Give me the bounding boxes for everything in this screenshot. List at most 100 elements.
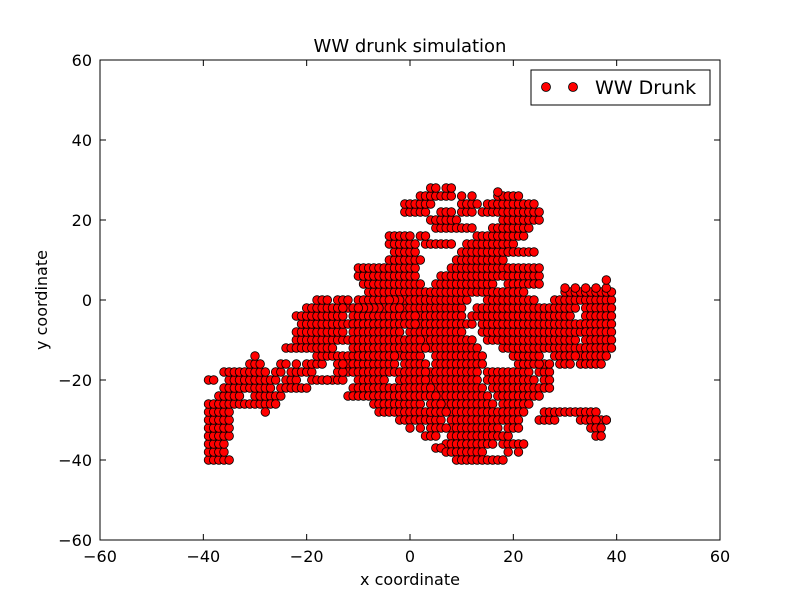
data-point — [487, 279, 498, 289]
data-point — [410, 247, 420, 257]
data-point — [446, 191, 457, 201]
data-point — [431, 183, 441, 193]
data-point — [456, 311, 467, 321]
data-point — [405, 231, 415, 241]
data-point — [291, 375, 302, 385]
data-point — [420, 207, 431, 217]
data-point — [591, 407, 601, 417]
data-point — [487, 439, 498, 449]
y-tick-label: 0 — [82, 291, 92, 310]
data-point — [420, 343, 431, 353]
data-point — [513, 423, 524, 433]
data-point — [234, 391, 245, 401]
data-point — [534, 359, 544, 369]
data-point — [224, 407, 234, 417]
chart-title: WW drunk simulation — [314, 36, 507, 57]
data-point — [431, 431, 441, 441]
data-point — [291, 359, 302, 369]
data-point — [276, 391, 286, 401]
data-point — [446, 239, 457, 249]
x-axis-title: x coordinate — [360, 570, 460, 589]
data-point — [276, 367, 286, 377]
data-point — [389, 359, 400, 369]
data-point — [570, 283, 581, 293]
data-point — [338, 367, 348, 377]
data-point — [601, 415, 612, 425]
data-point — [518, 231, 529, 241]
data-point — [549, 415, 560, 425]
data-point — [456, 303, 467, 313]
data-point — [394, 327, 405, 337]
data-point — [472, 343, 482, 353]
legend: WW Drunk — [530, 69, 711, 106]
data-point — [524, 399, 534, 409]
points-layer — [203, 183, 617, 465]
data-point — [534, 263, 544, 273]
data-point — [389, 351, 400, 361]
data-point — [224, 423, 234, 433]
data-point — [219, 447, 229, 457]
data-point — [317, 359, 327, 369]
data-point — [420, 231, 431, 241]
data-point — [477, 351, 488, 361]
data-point — [338, 359, 348, 369]
data-point — [477, 383, 488, 393]
data-point — [472, 367, 482, 377]
x-tick-label: 20 — [503, 547, 523, 566]
data-point — [456, 191, 467, 201]
data-point — [534, 391, 544, 401]
data-point — [524, 367, 534, 377]
data-point — [467, 207, 477, 217]
data-point — [410, 319, 420, 329]
data-point — [493, 423, 503, 433]
data-point — [410, 311, 420, 321]
x-tick-label: −20 — [290, 547, 324, 566]
data-point — [513, 191, 524, 201]
data-point — [415, 423, 426, 433]
data-point — [498, 455, 508, 465]
data-point — [534, 351, 544, 361]
data-point — [415, 255, 426, 265]
data-point — [477, 359, 488, 369]
data-point — [472, 375, 482, 385]
data-point — [281, 359, 291, 369]
x-tick-label: 0 — [405, 547, 415, 566]
data-point — [456, 327, 467, 337]
data-point — [606, 303, 617, 313]
y-tick-label: −40 — [58, 451, 92, 470]
data-point — [606, 327, 617, 337]
data-point — [477, 447, 488, 457]
data-point — [518, 287, 529, 297]
data-point — [379, 375, 389, 385]
x-tick-label: 40 — [606, 547, 626, 566]
data-point — [307, 367, 317, 377]
data-point — [606, 343, 617, 353]
data-point — [410, 239, 420, 249]
x-tick-label: −40 — [186, 547, 220, 566]
data-point — [224, 431, 234, 441]
data-point — [601, 351, 612, 361]
data-point — [270, 399, 281, 409]
data-point — [451, 215, 462, 225]
data-point — [503, 447, 513, 457]
data-point — [601, 283, 612, 293]
y-tick-label: 20 — [72, 211, 92, 230]
legend-box — [530, 69, 711, 106]
data-point — [425, 199, 436, 209]
legend-marker-1 — [541, 82, 551, 92]
data-point — [529, 247, 539, 257]
data-point — [415, 399, 426, 409]
data-point — [513, 415, 524, 425]
data-point — [570, 303, 581, 313]
data-point — [606, 335, 617, 345]
data-point — [570, 351, 581, 361]
data-point — [462, 295, 472, 305]
data-point — [565, 359, 575, 369]
data-point — [534, 271, 544, 281]
data-point — [394, 303, 405, 313]
data-point — [565, 311, 575, 321]
y-tick-label: −20 — [58, 371, 92, 390]
y-tick-label: −60 — [58, 531, 92, 550]
data-point — [544, 383, 555, 393]
